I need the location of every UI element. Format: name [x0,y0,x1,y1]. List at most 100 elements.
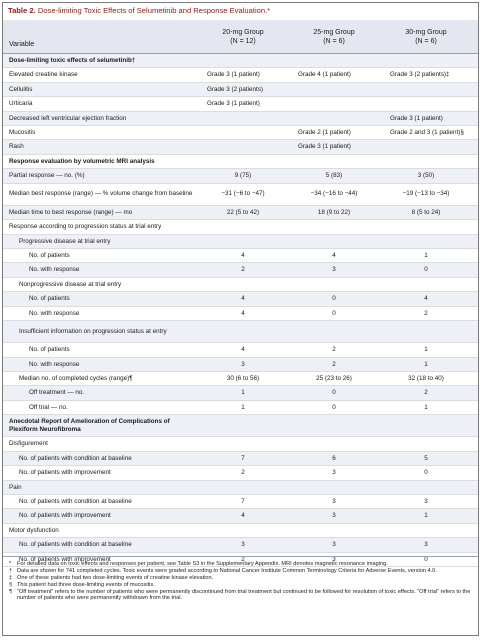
row-cell-30mg: 3 [424,541,428,549]
row-cell-20mg [203,437,283,450]
row-cell-25mg: 6 [332,454,336,462]
table-row: Elevated creatine kinase Grade 3 (1 patie… [3,68,478,83]
table-row: Partial response — no. (%) 9 (75) 5 (83) 3 … [3,169,478,184]
row-cell-20mg [203,321,283,342]
table-row: Median no. of completed cycles (range)¶ 3… [3,372,478,387]
row-cell-30mg [386,54,466,67]
row-cell-25mg: 2 [332,346,336,354]
row-label: No. of patients [29,346,70,354]
row-cell-30mg: 3 [424,497,428,505]
table-title-text: Dose-limiting Toxic Effects of Selumetin… [37,6,271,15]
row-cell-20mg: 30 (6 to 56) [226,374,260,382]
row-label: No. of patients with condition at baseli… [19,497,132,505]
row-cell-20mg: 4 [241,309,245,317]
row-label: No. of patients [29,251,70,259]
table-row: Disfigurement [3,437,478,452]
row-cell-30mg: 0 [424,469,428,477]
row-label: Off trial — no. [29,403,68,411]
row-cell-25mg: Grade 4 (1 patient) [298,71,351,79]
header-col-25mg-n: (N = 6) [323,38,345,45]
row-cell-30mg [386,321,466,342]
row-cell-30mg [386,220,466,233]
row-cell-25mg: 0 [332,403,336,411]
row-cell-20mg [203,524,283,537]
footnote-text: For detailed data on toxic effects and r… [17,561,388,567]
table-row: Motor dysfunction [3,524,478,539]
row-cell-20mg: Grade 3 (2 patients) [207,85,264,93]
table-row: Median best response (range) — % volume … [3,184,478,206]
table-row: No. of patients with condition at baseli… [3,451,478,467]
row-cell-25mg: 3 [332,266,336,274]
row-cell-25mg: 5 (83) [325,172,343,180]
row-cell-20mg [203,54,283,67]
row-cell-30mg [386,437,466,450]
table-row: Pain [3,480,478,495]
row-label: Pain [9,483,22,491]
row-cell-30mg [386,481,466,494]
row-label: Cellulitis [9,85,33,93]
row-label: Median no. of completed cycles (range)¶ [19,374,133,382]
row-cell-30mg: 2 [424,309,428,317]
row-cell-25mg [298,97,386,110]
row-label: Rash [9,143,24,151]
row-label: No. with response [29,266,80,274]
row-cell-20mg: 1 [241,389,245,397]
row-cell-30mg [386,415,466,436]
row-label: No. with response [29,360,80,368]
row-label: Median best response (range) — % volume … [9,190,193,198]
row-label: Dose-limiting toxic effects of selumetin… [9,56,136,64]
table-row: No. of patients 4 2 1 [3,343,478,358]
row-cell-25mg [294,415,374,436]
row-label: Mucositis [9,128,36,136]
row-label: No. of patients with improvement [19,469,111,477]
row-cell-30mg: 1 [424,403,428,411]
row-cell-20mg: 2 [241,469,245,477]
row-cell-25mg: 0 [332,309,336,317]
row-cell-25mg: 0 [332,295,336,303]
row-cell-25mg [294,278,374,291]
row-cell-30mg [386,155,466,168]
row-cell-20mg: −31 (−6 to −47) [221,190,265,198]
row-cell-25mg: 3 [332,512,336,520]
header-col-30mg: 30-mg Group (N = 6) [386,28,466,46]
row-cell-20mg: Grade 3 (1 patient) [207,100,260,108]
table-row: Nonprogressive disease at trial entry [3,278,478,293]
table-row: Off treatment — no. 1 0 2 [3,386,478,401]
row-cell-30mg: 4 [424,295,428,303]
row-label: Progressive disease at trial entry [19,237,111,245]
row-cell-30mg: 1 [424,512,428,520]
footnote-mark: ¶ [9,588,13,595]
row-label: No. of patients with condition at baseli… [19,454,132,462]
row-cell-25mg: Grade 2 (1 patient) [298,128,351,136]
row-label: Insufficient information on progression … [19,327,167,335]
row-cell-30mg: 1 [424,346,428,354]
table-title-bar: Table 2. Dose-limiting Toxic Effects of … [3,3,478,21]
header-col-30mg-name: 30-mg Group [405,29,447,36]
row-cell-20mg: 3 [241,541,245,549]
row-cell-20mg: Grade 3 (1 patient) [207,71,260,79]
row-cell-25mg [298,112,386,125]
row-cell-30mg: 8 (5 to 24) [411,208,441,216]
table-row: Cellulitis Grade 3 (2 patients) [3,82,478,98]
row-cell-30mg: −19 (−13 to −34) [402,190,450,198]
table-row: Off trial — no. 1 0 1 [3,401,478,416]
table-row: No. with response 4 0 2 [3,307,478,321]
header-col-20mg-name: 20-mg Group [222,29,264,36]
row-label: Anecdotal Report of Amelioration of Comp… [9,418,170,433]
table-frame: Table 2. Dose-limiting Toxic Effects of … [2,2,479,636]
row-label: Off treatment — no. [29,389,85,397]
row-cell-25mg: −34 (−16 to −44) [310,190,358,198]
row-cell-25mg: 25 (23 to 26) [316,374,352,382]
footnote: ‡ One of these patients had two dose-limi… [9,575,472,582]
row-cell-20mg [203,235,283,248]
row-cell-25mg [298,83,386,96]
row-cell-25mg: 2 [332,360,336,368]
row-cell-20mg: 4 [241,251,245,259]
table-row: Decreased left ventricular ejection frac… [3,111,478,126]
footnote-text: This patient had three dose-limiting eve… [17,581,155,588]
header-col-30mg-n: (N = 6) [415,38,437,45]
row-cell-20mg [203,481,283,494]
row-label: No. of patients with improvement [19,555,111,563]
row-cell-20mg: 2 [241,555,245,563]
row-cell-25mg: Grade 3 (1 patient) [298,143,351,151]
